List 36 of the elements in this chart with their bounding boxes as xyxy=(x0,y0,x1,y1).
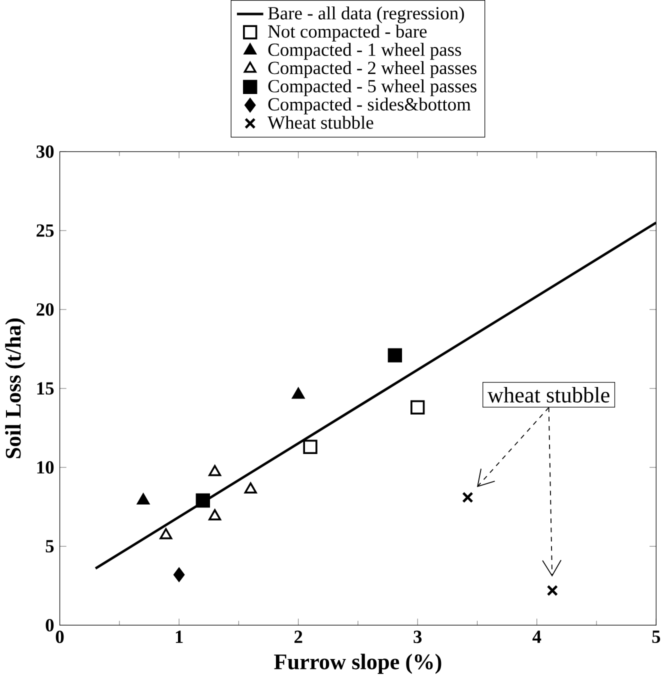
point xyxy=(208,465,222,476)
legend-label: Wheat stubble xyxy=(268,116,374,129)
y-tick-label: 15 xyxy=(37,382,54,395)
y-axis-title: Soil Loss (t/ha) xyxy=(5,318,26,458)
x-tick-label: 5 xyxy=(652,630,660,643)
point xyxy=(196,493,210,508)
point xyxy=(546,584,558,596)
legend-label: Bare - all data (regression) xyxy=(268,6,464,24)
annotation: wheat stubble xyxy=(488,386,610,403)
x-tick-label: 4 xyxy=(532,630,542,643)
point xyxy=(303,440,318,454)
y-tick-label: 20 xyxy=(36,303,54,316)
legend-label: Compacted - 5 wheel passes xyxy=(268,79,476,96)
x-tick-label: 3 xyxy=(414,630,422,644)
x-axis-title: Furrow slope (%) xyxy=(274,654,442,674)
legend-label: Compacted - 2 wheel passes xyxy=(268,61,476,78)
point xyxy=(208,509,222,520)
point xyxy=(160,528,172,540)
legend-label: Compacted - 1 wheel pass xyxy=(268,42,462,60)
x-tick-label: 1 xyxy=(176,630,183,643)
y-tick-label: 25 xyxy=(36,224,54,237)
point xyxy=(137,493,150,505)
x-tick-label: 0 xyxy=(56,630,64,644)
y-tick-label: 5 xyxy=(46,540,54,552)
x-tick-label: 2 xyxy=(294,630,302,643)
y-tick-label: 0 xyxy=(46,618,54,632)
point xyxy=(462,492,474,503)
point xyxy=(410,400,425,414)
point xyxy=(244,482,257,494)
point xyxy=(292,388,305,399)
legend-label: Compacted - sides&bottom xyxy=(268,98,471,114)
legend-label: Not compacted - bare xyxy=(268,24,427,42)
y-tick-label: 10 xyxy=(37,461,54,474)
y-tick-label: 30 xyxy=(36,145,54,158)
point xyxy=(388,348,402,362)
point xyxy=(174,568,185,582)
